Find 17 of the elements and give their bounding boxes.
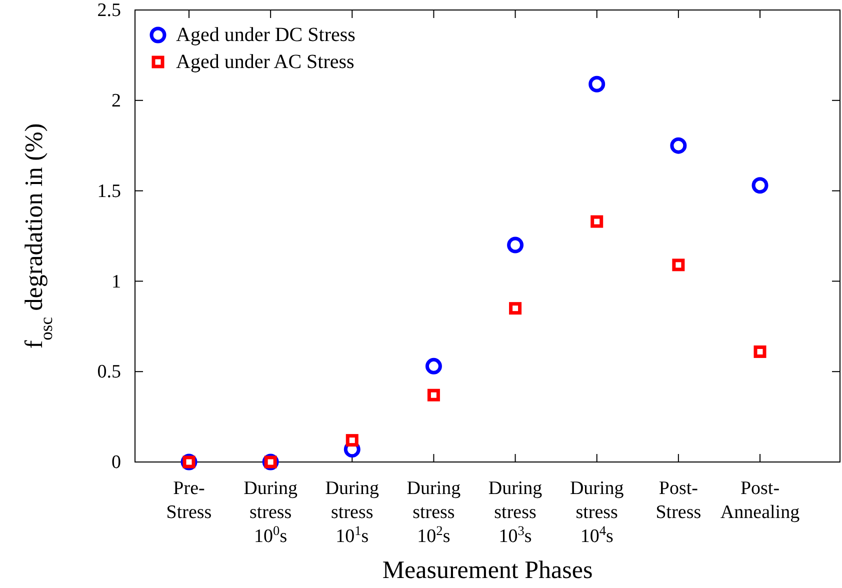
legend-label: Aged under DC Stress [176,24,356,46]
x-tick-label: Pre- Stress [166,478,212,523]
x-tick-label: During stress 10$^{4}$s [570,478,624,547]
y-tick-label: 2.5 [97,0,121,22]
x-axis-title: Measurement Phases [382,557,593,584]
legend-label: Aged under AC Stress [176,51,355,73]
x-tick-label: During stress 10$^{1}$s [325,478,380,547]
x-tick-label: During stress 10$^{0}$s [244,478,298,547]
y-tick-label: 1.5 [97,180,121,202]
y-tick-label: 2 [112,90,121,112]
y-tick-label: 1 [112,271,121,292]
y-tick-label: 0 [112,452,121,474]
x-tick-label: During stress 10$^{2}$s [406,478,462,547]
x-tick-label: Post- Stress [656,478,702,523]
x-tick-label: During stress 10$^{3}$s [488,478,543,547]
y-tick-label: 0.5 [97,362,121,383]
x-tick-label: Post- Annealing [720,478,800,523]
